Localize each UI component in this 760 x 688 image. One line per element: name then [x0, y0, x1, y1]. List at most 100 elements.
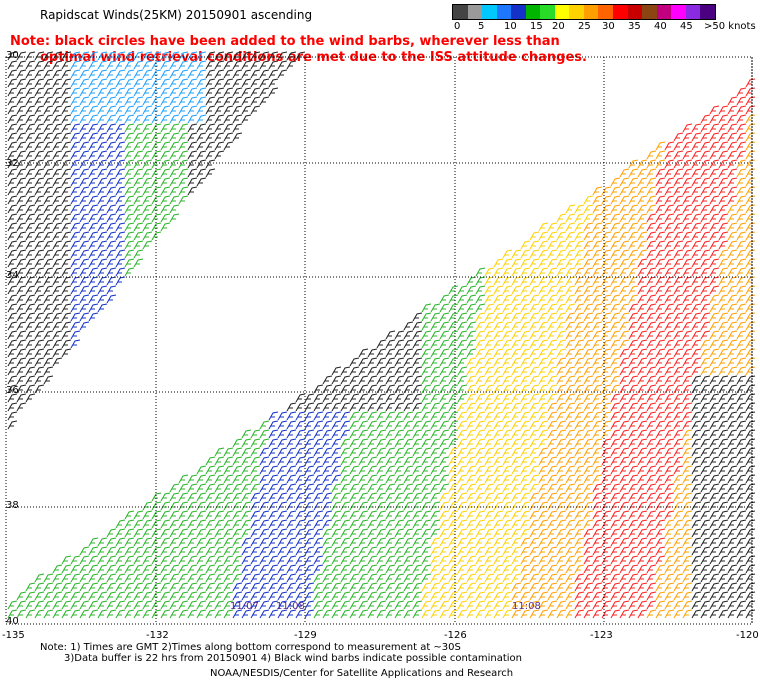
- wind-barb: [304, 492, 315, 502]
- wind-barb: [484, 555, 495, 565]
- wind-barb: [34, 375, 45, 385]
- wind-barb: [250, 483, 261, 493]
- wind-barb: [286, 402, 297, 412]
- wind-barb: [97, 60, 108, 70]
- wind-barb: [43, 600, 54, 610]
- wind-barb: [664, 177, 675, 187]
- wind-barb: [187, 537, 198, 547]
- wind-barb: [205, 528, 216, 538]
- wind-barb: [385, 609, 396, 619]
- wind-barb: [331, 384, 342, 394]
- wind-barb: [70, 231, 81, 241]
- wind-barb: [682, 339, 693, 349]
- wind-barb: [187, 132, 198, 142]
- wind-barb: [259, 609, 270, 619]
- wind-barb: [196, 51, 207, 61]
- wind-barb: [178, 114, 189, 124]
- wind-barb: [7, 384, 18, 394]
- wind-barb: [52, 159, 63, 169]
- wind-barb: [484, 582, 495, 592]
- wind-barb: [475, 537, 486, 547]
- wind-barb: [592, 366, 603, 376]
- wind-barb: [52, 267, 63, 277]
- wind-barb: [61, 330, 72, 340]
- wind-barb: [493, 330, 504, 340]
- wind-barb: [619, 429, 630, 439]
- wind-barb: [475, 411, 486, 421]
- wind-barb: [79, 582, 90, 592]
- wind-barb: [655, 564, 666, 574]
- wind-barb: [367, 609, 378, 619]
- wind-barb: [718, 411, 729, 421]
- wind-barb: [673, 474, 684, 484]
- wind-barb: [646, 303, 657, 313]
- wind-barb: [718, 258, 729, 268]
- wind-barb: [187, 492, 198, 502]
- wind-barb: [727, 411, 738, 421]
- wind-barb: [637, 276, 648, 286]
- wind-barb: [286, 447, 297, 457]
- wind-barb: [7, 600, 18, 610]
- wind-barb: [619, 366, 630, 376]
- wind-barb: [322, 411, 333, 421]
- wind-barb: [484, 429, 495, 439]
- wind-barb: [592, 429, 603, 439]
- wind-barb: [79, 78, 90, 88]
- wind-barb: [691, 555, 702, 565]
- wind-barb: [475, 384, 486, 394]
- wind-barb: [412, 393, 423, 403]
- wind-barb: [718, 294, 729, 304]
- wind-barb: [187, 87, 198, 97]
- wind-barb: [115, 51, 126, 61]
- wind-barb: [664, 456, 675, 466]
- legend-label: 0: [454, 21, 461, 32]
- wind-barb: [718, 555, 729, 565]
- wind-barb: [313, 510, 324, 520]
- wind-barb: [628, 465, 639, 475]
- wind-barb: [106, 213, 117, 223]
- wind-barb: [610, 195, 621, 205]
- wind-barb: [331, 483, 342, 493]
- wind-barb: [34, 87, 45, 97]
- wind-barb: [457, 555, 468, 565]
- wind-barb: [178, 195, 189, 205]
- wind-barb: [295, 600, 306, 610]
- wind-barb: [358, 492, 369, 502]
- wind-barb: [709, 114, 720, 124]
- wind-barb: [574, 420, 585, 430]
- wind-barb: [700, 609, 711, 619]
- wind-barb: [673, 528, 684, 538]
- wind-barb: [187, 582, 198, 592]
- wind-barb: [43, 78, 54, 88]
- wind-barb: [70, 141, 81, 151]
- wind-barb: [475, 519, 486, 529]
- wind-barb: [340, 600, 351, 610]
- wind-barb: [547, 447, 558, 457]
- wind-barb: [43, 87, 54, 97]
- wind-barb: [322, 537, 333, 547]
- wind-barb: [745, 546, 756, 556]
- wind-barb: [43, 123, 54, 133]
- wind-barb: [655, 195, 666, 205]
- wind-barb: [61, 339, 72, 349]
- wind-barb: [52, 573, 63, 583]
- wind-barb: [214, 123, 225, 133]
- wind-barb: [115, 519, 126, 529]
- wind-barb: [583, 456, 594, 466]
- wind-barb: [655, 150, 666, 160]
- wind-barb: [412, 519, 423, 529]
- wind-barb: [619, 177, 630, 187]
- wind-barb: [61, 600, 72, 610]
- wind-barb: [286, 438, 297, 448]
- wind-barb: [583, 492, 594, 502]
- wind-barb: [610, 339, 621, 349]
- wind-barb: [34, 195, 45, 205]
- wind-barb: [718, 240, 729, 250]
- wind-barb: [529, 294, 540, 304]
- wind-barb: [34, 96, 45, 106]
- wind-barb: [646, 321, 657, 331]
- wind-barb: [250, 501, 261, 511]
- wind-barb: [592, 249, 603, 259]
- wind-barb: [592, 609, 603, 619]
- wind-barb: [268, 501, 279, 511]
